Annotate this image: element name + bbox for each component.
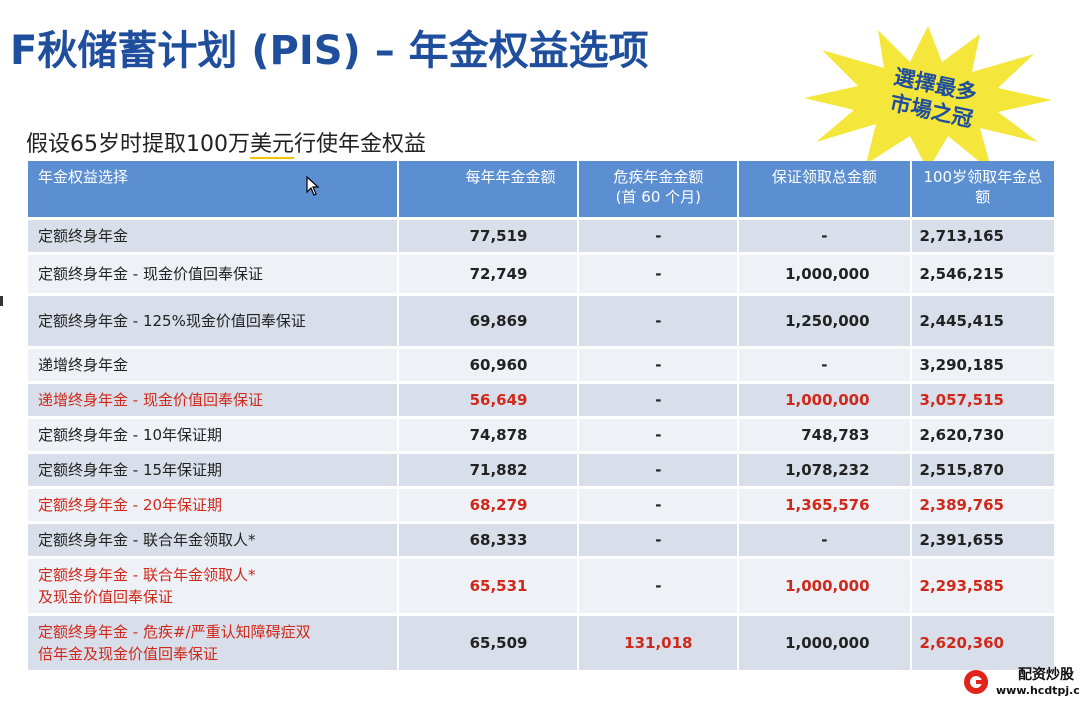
cell-annual-amount: 68,279 bbox=[398, 489, 578, 521]
mouse-cursor-icon bbox=[306, 176, 320, 196]
table-row: 定额终身年金 - 15年保证期 71,882-1,078,232 2,515,870 bbox=[28, 454, 1054, 486]
cell-option-name: 定额终身年金 bbox=[28, 220, 397, 252]
cell-option-name: 定额终身年金 - 20年保证期 bbox=[28, 489, 397, 521]
cell-critical-illness-amount: - bbox=[579, 524, 738, 556]
cell-guaranteed-total: 1,250,000 bbox=[739, 296, 910, 346]
table-row: 定额终身年金 - 联合年金领取人* 68,333- -2,391,655 bbox=[28, 524, 1054, 556]
cell-total-at-100: 2,713,165 bbox=[911, 220, 1054, 252]
cell-option-name: 递增终身年金 - 现金价值回奉保证 bbox=[28, 384, 397, 416]
cell-option-name: 定额终身年金 - 125%现金价值回奉保证 bbox=[28, 296, 397, 346]
cell-critical-illness-amount: - bbox=[579, 559, 738, 613]
subtitle-highlight: 美元 bbox=[250, 132, 295, 159]
table-row: 递增终身年金 60,960- -3,290,185 bbox=[28, 349, 1054, 381]
header-annual: 每年年金金额 bbox=[398, 161, 578, 217]
table-body: 定额终身年金 77,519- -2,713,165 定额终身年金 - 现金价值回奉保证… bbox=[28, 220, 1054, 670]
cell-annual-amount: 74,878 bbox=[398, 419, 578, 451]
cell-annual-amount: 56,649 bbox=[398, 384, 578, 416]
cell-total-at-100: 2,620,360 bbox=[911, 616, 1054, 670]
table-row: 定额终身年金 - 联合年金领取人* 及现金价值回奉保证 65,531-1,000,… bbox=[28, 559, 1054, 613]
cell-total-at-100: 2,293,585 bbox=[911, 559, 1054, 613]
cell-annual-amount: 71,882 bbox=[398, 454, 578, 486]
cell-option-name: 定额终身年金 - 危疾#/严重认知障碍症双 倍年金及现金价值回奉保证 bbox=[28, 616, 397, 670]
subtitle: 假设65岁时提取100万美元行使年金权益 bbox=[26, 126, 427, 159]
cell-option-name: 定额终身年金 - 现金价值回奉保证 bbox=[28, 255, 397, 293]
cell-option-name: 定额终身年金 - 10年保证期 bbox=[28, 419, 397, 451]
cell-annual-amount: 68,333 bbox=[398, 524, 578, 556]
cell-guaranteed-total: - bbox=[739, 220, 910, 252]
cell-option-name: 定额终身年金 - 联合年金领取人* 及现金价值回奉保证 bbox=[28, 559, 397, 613]
cell-total-at-100: 2,546,215 bbox=[911, 255, 1054, 293]
table-row: 定额终身年金 - 20年保证期 68,279-1,365,576 2,389,765 bbox=[28, 489, 1054, 521]
cell-annual-amount: 65,531 bbox=[398, 559, 578, 613]
watermark-logo-icon bbox=[964, 670, 988, 694]
subtitle-prefix: 假设65岁时提取100万 bbox=[26, 132, 250, 157]
cell-guaranteed-total: - bbox=[739, 349, 910, 381]
cell-guaranteed-total: 1,000,000 bbox=[739, 559, 910, 613]
cell-total-at-100: 2,445,415 bbox=[911, 296, 1054, 346]
header-total-100: 100岁领取年金总 额 bbox=[911, 161, 1054, 217]
table-row: 定额终身年金 - 10年保证期 74,878-748,783 2,620,730 bbox=[28, 419, 1054, 451]
cell-total-at-100: 3,057,515 bbox=[911, 384, 1054, 416]
cell-option-name: 定额终身年金 - 联合年金领取人* bbox=[28, 524, 397, 556]
header-guaranteed: 保证领取总金额 bbox=[739, 161, 910, 217]
table-header-row: 年金权益选择 每年年金金额 危疾年金金额 (首 60 个月) 保证领取总金额 1… bbox=[28, 161, 1054, 217]
annuity-options-table: 年金权益选择 每年年金金额 危疾年金金额 (首 60 个月) 保证领取总金额 1… bbox=[26, 158, 1056, 673]
cell-critical-illness-amount: - bbox=[579, 296, 738, 346]
table-row: 递增终身年金 - 现金价值回奉保证 56,649-1,000,000 3,057,5… bbox=[28, 384, 1054, 416]
cell-total-at-100: 2,515,870 bbox=[911, 454, 1054, 486]
table-row: 定额终身年金 - 现金价值回奉保证 72,749-1,000,000 2,546,2… bbox=[28, 255, 1054, 293]
cell-guaranteed-total: 1,000,000 bbox=[739, 616, 910, 670]
badge-starburst: 選擇最多 市場之冠 bbox=[804, 26, 1052, 172]
watermark-title: 配资炒股 bbox=[1018, 667, 1074, 683]
cell-total-at-100: 3,290,185 bbox=[911, 349, 1054, 381]
cell-guaranteed-total: - bbox=[739, 524, 910, 556]
cell-critical-illness-amount: - bbox=[579, 419, 738, 451]
cell-option-name: 递增终身年金 bbox=[28, 349, 397, 381]
slide-edge-marker bbox=[0, 296, 3, 306]
cell-annual-amount: 77,519 bbox=[398, 220, 578, 252]
starburst-shape bbox=[804, 26, 1052, 172]
cell-guaranteed-total: 1,000,000 bbox=[739, 384, 910, 416]
cell-guaranteed-total: 1,365,576 bbox=[739, 489, 910, 521]
cell-critical-illness-amount: - bbox=[579, 454, 738, 486]
cell-guaranteed-total: 1,078,232 bbox=[739, 454, 910, 486]
cell-annual-amount: 65,509 bbox=[398, 616, 578, 670]
cell-total-at-100: 2,391,655 bbox=[911, 524, 1054, 556]
cell-option-name: 定额终身年金 - 15年保证期 bbox=[28, 454, 397, 486]
watermark-url: www.hcdtpj.com bbox=[996, 684, 1080, 697]
cell-critical-illness-amount: - bbox=[579, 220, 738, 252]
subtitle-suffix: 行使年金权益 bbox=[294, 132, 427, 157]
table-row: 定额终身年金 - 危疾#/严重认知障碍症双 倍年金及现金价值回奉保证 65,509… bbox=[28, 616, 1054, 670]
page-title: F秋储蓄计划 (PIS) – 年金权益选项 bbox=[10, 28, 649, 74]
cell-annual-amount: 69,869 bbox=[398, 296, 578, 346]
cell-critical-illness-amount: 131,018 bbox=[579, 616, 738, 670]
cell-annual-amount: 72,749 bbox=[398, 255, 578, 293]
table-row: 定额终身年金 77,519- -2,713,165 bbox=[28, 220, 1054, 252]
table-row: 定额终身年金 - 125%现金价值回奉保证 69,869-1,250,000 2,4… bbox=[28, 296, 1054, 346]
cell-annual-amount: 60,960 bbox=[398, 349, 578, 381]
cell-critical-illness-amount: - bbox=[579, 384, 738, 416]
cell-critical-illness-amount: - bbox=[579, 489, 738, 521]
cell-critical-illness-amount: - bbox=[579, 255, 738, 293]
header-option: 年金权益选择 bbox=[28, 161, 397, 217]
header-critical-illness: 危疾年金金额 (首 60 个月) bbox=[579, 161, 738, 217]
cell-critical-illness-amount: - bbox=[579, 349, 738, 381]
cell-total-at-100: 2,389,765 bbox=[911, 489, 1054, 521]
cell-guaranteed-total: 1,000,000 bbox=[739, 255, 910, 293]
cell-total-at-100: 2,620,730 bbox=[911, 419, 1054, 451]
cell-guaranteed-total: 748,783 bbox=[739, 419, 910, 451]
